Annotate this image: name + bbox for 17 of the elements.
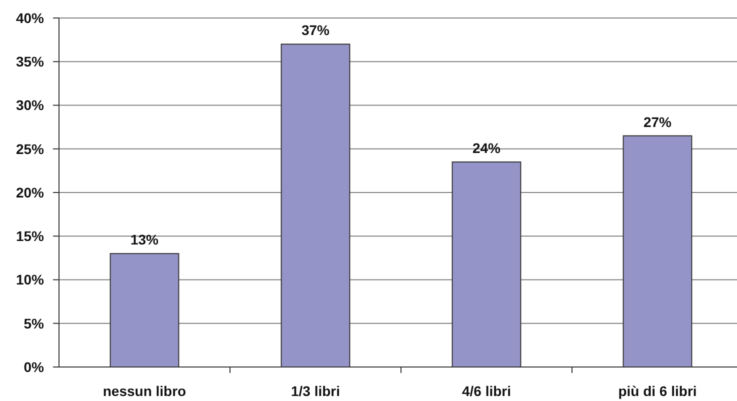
y-tick-label: 35% [16, 54, 45, 70]
x-tick-label: 4/6 libri [462, 383, 512, 399]
y-tick-label: 0% [24, 358, 45, 375]
y-tick-label: 25% [16, 140, 45, 157]
data-label: 13% [130, 232, 160, 248]
y-tick-label: 5% [24, 315, 45, 332]
data-label: 24% [472, 140, 502, 156]
y-tick-label: 15% [16, 228, 45, 244]
x-tick-label: più di 6 libri [618, 383, 697, 399]
y-tick-label: 20% [16, 184, 45, 200]
y-tick-label: 10% [16, 272, 45, 288]
x-tick-label: nessun libro [102, 383, 186, 399]
x-tick-label: 1/3 libri [290, 383, 340, 399]
data-label: 37% [301, 22, 330, 38]
y-tick-label: 30% [16, 97, 45, 114]
data-label: 27% [643, 114, 672, 130]
y-tick-label: 40% [16, 10, 45, 26]
